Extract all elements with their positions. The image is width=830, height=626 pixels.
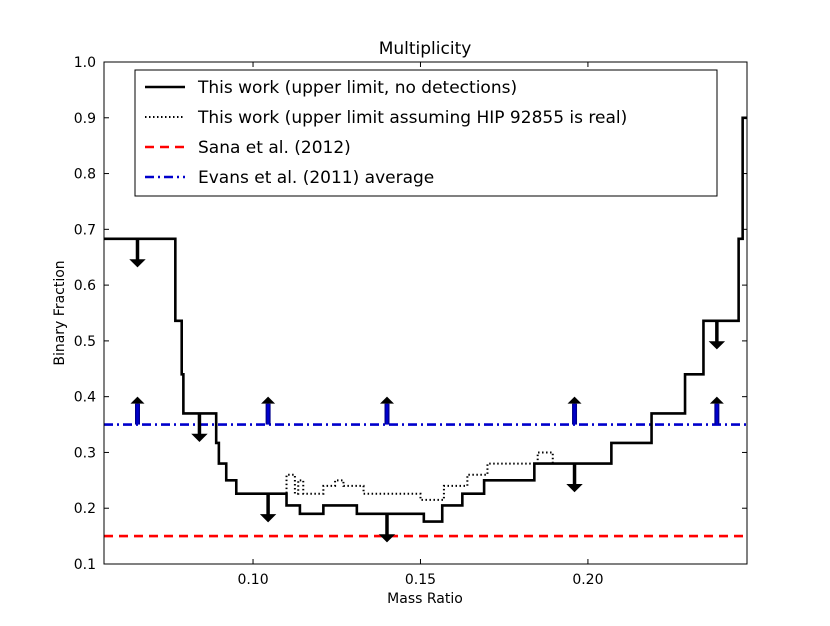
- legend-label: Evans et al. (2011) average: [198, 168, 434, 188]
- plot-frame: [103, 61, 748, 565]
- y-tick-label: 0.5: [74, 334, 96, 350]
- lower-limit-arrow: [709, 396, 724, 425]
- y-tick-label: 0.2: [74, 501, 96, 517]
- y-tick-label: 0.6: [74, 278, 96, 294]
- y-tick-label: 0.7: [74, 222, 96, 238]
- legend-box: [134, 69, 718, 197]
- lower-limit-arrow: [567, 396, 582, 425]
- series-line-dotted: [263, 451, 554, 501]
- x-tick-label: 0.15: [405, 572, 436, 588]
- chart-title: Multiplicity: [379, 39, 472, 59]
- y-tick-label: 0.4: [74, 390, 96, 406]
- y-tick-label: 0.1: [74, 557, 96, 573]
- y-tick-label: 1.0: [74, 55, 96, 71]
- legend: This work (upper limit, no detections) Th…: [134, 69, 718, 197]
- x-tick-label: 0.10: [237, 572, 268, 588]
- legend-label: This work (upper limit, no detections): [197, 78, 517, 98]
- upper-limit-arrow: [708, 320, 726, 350]
- x-axis-label: Mass Ratio: [387, 591, 463, 607]
- upper-limit-arrow: [378, 513, 396, 543]
- series-line-solid: [104, 116, 747, 523]
- upper-limit-arrow: [259, 493, 277, 523]
- lower-limit-arrow: [261, 396, 276, 425]
- upper-limit-arrow: [566, 463, 583, 493]
- lower-limit-arrow: [130, 396, 145, 425]
- upper-limit-arrow: [129, 238, 146, 268]
- y-tick-label: 0.8: [74, 167, 96, 183]
- lower-limit-arrow: [379, 396, 394, 425]
- upper-limit-arrow: [191, 413, 208, 442]
- y-axis-label: Binary Fraction: [52, 260, 68, 365]
- legend-label: This work (upper limit assuming HIP 9285…: [197, 108, 627, 128]
- y-tick-label: 0.3: [74, 445, 96, 461]
- y-tick-label: 0.9: [74, 111, 96, 127]
- x-tick-label: 0.20: [572, 572, 603, 588]
- legend-label: Sana et al. (2012): [198, 138, 351, 158]
